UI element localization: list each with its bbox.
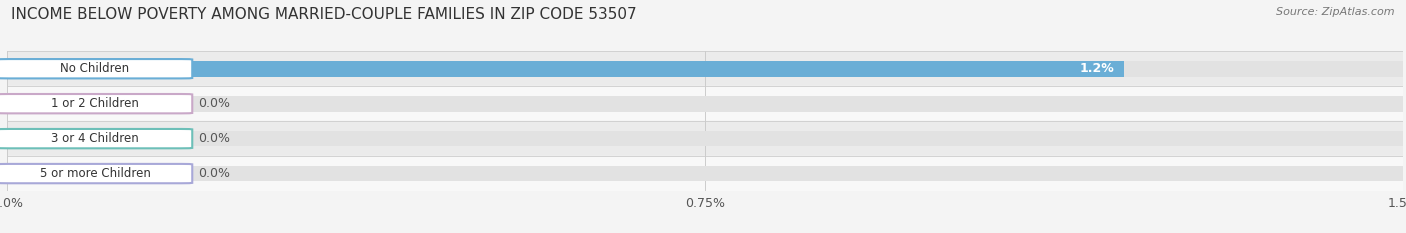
FancyBboxPatch shape [0, 59, 193, 79]
Text: 5 or more Children: 5 or more Children [39, 167, 150, 180]
Bar [7, 61, 1403, 77]
Bar [7, 96, 184, 112]
Text: No Children: No Children [60, 62, 129, 75]
Text: 3 or 4 Children: 3 or 4 Children [51, 132, 139, 145]
FancyBboxPatch shape [0, 164, 193, 183]
Bar [7, 166, 184, 182]
Bar [7, 131, 184, 147]
FancyBboxPatch shape [0, 94, 193, 113]
Text: Source: ZipAtlas.com: Source: ZipAtlas.com [1277, 7, 1395, 17]
Bar [7, 51, 1403, 86]
Bar [7, 131, 1403, 147]
Bar [7, 156, 1403, 191]
Text: INCOME BELOW POVERTY AMONG MARRIED-COUPLE FAMILIES IN ZIP CODE 53507: INCOME BELOW POVERTY AMONG MARRIED-COUPL… [11, 7, 637, 22]
FancyBboxPatch shape [0, 129, 193, 148]
Text: 1.2%: 1.2% [1080, 62, 1115, 75]
Bar [7, 86, 1403, 121]
Bar [7, 61, 1123, 77]
Text: 1 or 2 Children: 1 or 2 Children [51, 97, 139, 110]
Text: 0.0%: 0.0% [198, 132, 229, 145]
Text: 0.0%: 0.0% [198, 97, 229, 110]
Bar [7, 121, 1403, 156]
Text: 0.0%: 0.0% [198, 167, 229, 180]
Bar [7, 96, 1403, 112]
Bar [7, 166, 1403, 182]
